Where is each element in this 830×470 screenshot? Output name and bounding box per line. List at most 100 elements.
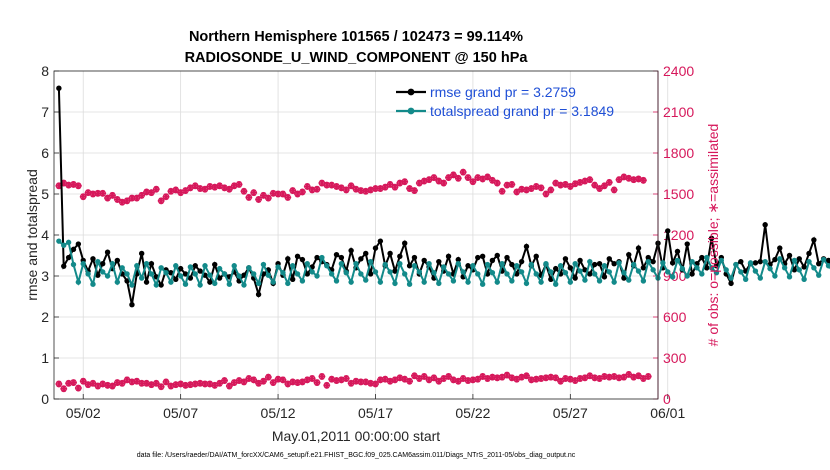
rmse-point <box>606 256 612 262</box>
totalspread-point <box>75 279 82 285</box>
rmse-point <box>348 247 354 254</box>
y-tick-label-left: 3 <box>41 268 49 284</box>
totalspread-point <box>786 274 793 280</box>
rmse-point <box>192 263 198 269</box>
totalspread-point <box>708 265 715 271</box>
totalspread-point <box>173 263 179 269</box>
obs-assimilated-marker <box>498 373 506 381</box>
totalspread-point <box>241 282 247 288</box>
obs-assimilated-marker <box>479 373 487 380</box>
obs-assimilated-marker <box>104 194 111 202</box>
rmse-point <box>402 240 408 246</box>
obs-assimilated-marker <box>415 375 423 382</box>
totalspread-point <box>479 281 486 287</box>
obs-assimilated-marker <box>70 379 77 386</box>
obs-assimilated-marker <box>264 194 272 202</box>
footnote: data file: /Users/raeder/DAI/ATM_forcXX/… <box>137 452 576 459</box>
obs-assimilated-marker <box>162 378 170 386</box>
obs-assimilated-marker <box>484 173 491 181</box>
totalspread-point <box>382 261 388 268</box>
totalspread-point <box>596 278 603 284</box>
rmse-point <box>207 279 213 285</box>
rmse-point <box>61 263 67 269</box>
totalspread-point <box>100 269 106 275</box>
obs-assimilated-marker <box>459 375 467 382</box>
rmse-point <box>406 263 413 269</box>
totalspread-point <box>733 261 739 268</box>
totalspread-point <box>514 263 520 269</box>
totalspread-point <box>129 282 135 288</box>
rmse-point <box>173 276 179 282</box>
totalspread-point <box>319 254 325 261</box>
rmse-point <box>762 222 768 228</box>
obs-assimilated-marker <box>138 191 146 199</box>
totalspread-point <box>114 279 121 285</box>
obs-assimilated-marker <box>581 177 589 185</box>
obs-assimilated-marker <box>401 375 409 383</box>
rmse-point <box>314 254 320 261</box>
obs-assimilated-marker <box>596 375 603 382</box>
obs-assimilated-marker <box>109 382 116 390</box>
y-tick-label-right: 2400 <box>663 63 694 79</box>
obs-assimilated-marker <box>323 181 331 189</box>
totalspread-point <box>757 275 763 281</box>
totalspread-point <box>577 268 583 274</box>
obs-assimilated-marker <box>401 178 409 186</box>
totalspread-point <box>611 279 617 285</box>
obs-assimilated-marker <box>411 372 418 380</box>
rmse-point <box>197 268 203 274</box>
rmse-point <box>587 271 593 277</box>
totalspread-point <box>635 268 642 274</box>
obs-assimilated-marker <box>201 380 209 388</box>
rmse-point <box>212 261 218 268</box>
obs-assimilated-marker <box>372 380 379 388</box>
totalspread-point <box>358 271 364 277</box>
y-tick-label-right: 0 <box>663 391 671 407</box>
totalspread-point <box>601 263 608 269</box>
obs-assimilated-marker <box>279 190 287 198</box>
obs-assimilated-marker <box>89 190 97 198</box>
y-axis-label-right: # of obs: o=possible; ∗=assimilated <box>705 124 721 347</box>
rmse-point <box>816 261 822 267</box>
rmse-point <box>518 258 525 265</box>
obs-assimilated-marker <box>260 191 267 199</box>
obs-assimilated-marker <box>445 373 452 380</box>
totalspread-point <box>523 280 530 287</box>
x-tick-label: 05/12 <box>261 405 296 421</box>
obs-assimilated-marker <box>566 183 574 190</box>
rmse-point <box>533 253 539 260</box>
obs-assimilated-marker <box>513 375 521 383</box>
obs-assimilated-marker <box>498 187 506 195</box>
totalspread-point <box>333 278 340 284</box>
rmse-point <box>377 238 384 244</box>
obs-assimilated-marker <box>191 182 199 190</box>
obs-assimilated-marker <box>547 186 555 194</box>
totalspread-point <box>738 269 744 275</box>
obs-assimilated-marker <box>269 379 277 386</box>
obs-assimilated-marker <box>299 188 306 196</box>
obs-assimilated-marker <box>635 372 642 380</box>
rmse-point <box>757 258 763 265</box>
totalspread-point <box>587 258 593 265</box>
rmse-point <box>397 253 403 260</box>
rmse-point <box>738 258 744 265</box>
totalspread-point <box>796 267 802 273</box>
chart-title-line1: Northern Hemisphere 101565 / 102473 = 99… <box>189 29 523 45</box>
obs-assimilated-marker <box>440 375 448 382</box>
obs-assimilated-marker <box>488 176 496 184</box>
rmse-point <box>70 246 77 253</box>
totalspread-point <box>548 269 554 275</box>
obs-assimilated-marker <box>284 380 292 388</box>
rmse-point <box>572 275 578 281</box>
y-tick-label-right: 600 <box>663 309 687 325</box>
y-tick-label-left: 2 <box>41 309 49 325</box>
obs-assimilated-marker <box>255 196 262 203</box>
totalspread-point <box>294 271 301 277</box>
obs-assimilated-marker <box>469 178 477 186</box>
rmse-point <box>669 260 676 266</box>
obs-assimilated-marker <box>240 187 248 195</box>
totalspread-point <box>246 265 252 271</box>
totalspread-point <box>143 261 150 267</box>
totalspread-point <box>567 279 574 285</box>
rmse-point <box>704 265 710 271</box>
